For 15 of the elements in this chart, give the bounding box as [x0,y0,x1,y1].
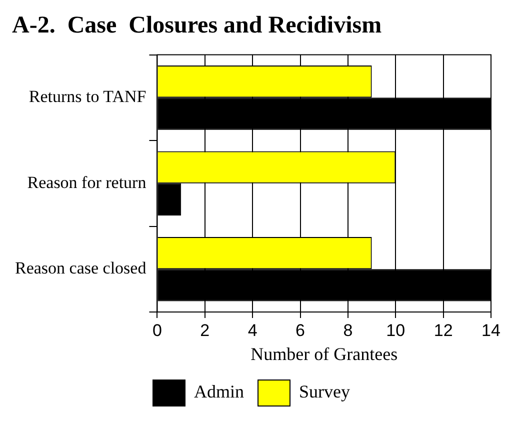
x-tick-label: 0 [152,320,162,340]
x-tick-label: 2 [200,320,210,340]
x-tick-label: 10 [386,320,406,340]
x-tick-label: 14 [482,320,500,340]
chart-title: A-2. Case Closures and Recidivism [12,12,382,39]
x-axis-title: Number of Grantees [250,344,398,364]
x-tick-label: 6 [296,320,306,340]
legend-label: Admin [194,382,244,402]
x-tick-label: 4 [248,320,258,340]
x-tick-label: 12 [434,320,453,340]
legend-label: Survey [299,382,350,402]
y-tick-label: Returns to TANF [28,87,146,106]
y-tick-label: Reason for return [27,172,147,192]
y-tick-label: Reason case closed [14,258,147,278]
x-tick-label: 8 [343,320,353,340]
